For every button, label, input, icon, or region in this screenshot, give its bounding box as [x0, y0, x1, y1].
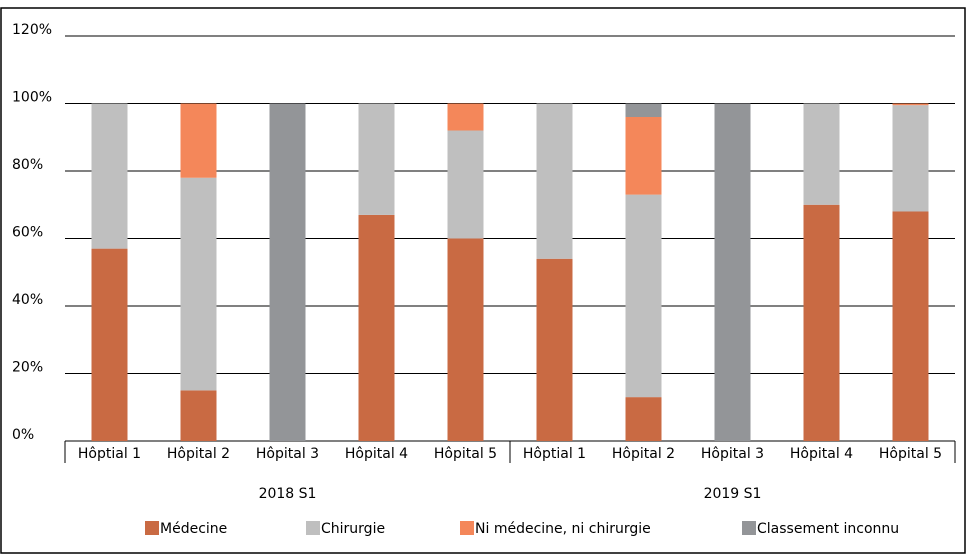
y-tick-label: 80% — [12, 157, 43, 173]
legend-label: Classement inconnu — [757, 521, 899, 537]
group-label: 2018 S1 — [259, 486, 317, 502]
legend-swatch — [460, 521, 474, 535]
x-tick-label: Hôpital 3 — [256, 446, 319, 462]
bar-segment — [536, 258, 573, 441]
bar-segment — [447, 238, 484, 441]
bar-segment — [180, 177, 217, 391]
bar-segment — [447, 103, 484, 131]
x-tick-label: Hôpital 4 — [345, 446, 408, 462]
bar-segment — [714, 103, 751, 441]
bar-segment — [447, 130, 484, 239]
bar-segment — [625, 103, 662, 117]
y-tick-label: 60% — [12, 225, 43, 241]
bar-segment — [892, 211, 929, 441]
legend-label: Médecine — [160, 521, 227, 537]
x-tick-label: Hôptial 1 — [523, 446, 586, 462]
bar-segment — [803, 204, 840, 441]
x-tick-label: Hôpital 5 — [879, 446, 942, 462]
bar-segment — [358, 103, 395, 215]
bar-segment — [625, 397, 662, 441]
bar-segment — [892, 105, 929, 212]
x-tick-label: Hôpital 3 — [701, 446, 764, 462]
y-tick-label: 120% — [12, 22, 52, 38]
legend-label: Chirurgie — [321, 521, 385, 537]
bar-segment — [180, 390, 217, 441]
legend-swatch — [306, 521, 320, 535]
bar-segment — [358, 214, 395, 441]
bar-segment — [892, 103, 929, 106]
x-tick-label: Hôpital 5 — [434, 446, 497, 462]
frame — [0, 7, 966, 554]
group-label: 2019 S1 — [704, 486, 762, 502]
bar-segment — [803, 103, 840, 205]
bar-segment — [625, 117, 662, 195]
y-tick-label: 20% — [12, 360, 43, 376]
bar-segment — [91, 103, 128, 249]
x-tick-label: Hôpital 2 — [167, 446, 230, 462]
bar-segment — [536, 103, 573, 259]
x-tick-label: Hôpital 2 — [612, 446, 675, 462]
y-tick-label: 40% — [12, 292, 43, 308]
bar-segment — [625, 194, 662, 398]
legend-swatch — [742, 521, 756, 535]
legend-label: Ni médecine, ni chirurgie — [475, 521, 651, 537]
x-tick-label: Hôpital 4 — [790, 446, 853, 462]
bar-segment — [269, 103, 306, 441]
bar-segment — [91, 248, 128, 441]
y-tick-label: 0% — [12, 427, 34, 443]
bar-segment — [180, 103, 217, 178]
legend-swatch — [145, 521, 159, 535]
x-tick-label: Hôptial 1 — [78, 446, 141, 462]
y-tick-label: 100% — [12, 90, 52, 106]
